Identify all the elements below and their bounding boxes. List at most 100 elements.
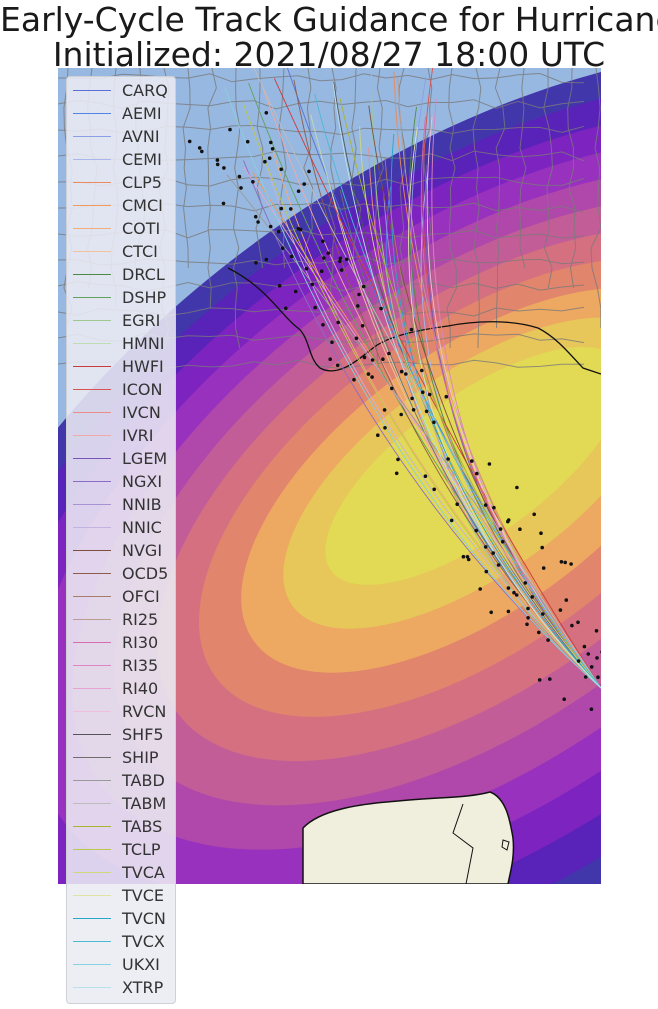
legend-line-swatch (73, 573, 111, 574)
model-track (265, 163, 601, 689)
track-point (569, 562, 573, 566)
track-point (335, 363, 340, 368)
legend-label: NVGI (122, 541, 163, 560)
legend-item: NNIC (67, 516, 175, 539)
county-border-line (207, 68, 217, 309)
track-point (399, 412, 404, 417)
track-point (411, 408, 416, 412)
track-point (197, 146, 202, 150)
model-track (332, 82, 601, 689)
legend-item: IVCN (67, 401, 175, 424)
legend-line-swatch (73, 711, 111, 712)
track-point (446, 457, 450, 461)
model-track (273, 78, 601, 689)
track-point (595, 656, 599, 660)
model-tracks (224, 68, 601, 689)
legend-item: TCLP (67, 838, 175, 861)
legend-label: CTCI (122, 242, 158, 261)
track-point (370, 358, 375, 362)
track-point (465, 555, 470, 559)
legend-line-swatch (73, 274, 111, 275)
track-point (253, 214, 258, 219)
track-point (399, 369, 404, 374)
track-point (237, 174, 242, 179)
legend-item: NVGI (67, 539, 175, 562)
track-point (354, 336, 359, 341)
legend-label: NNIB (122, 495, 162, 514)
track-point (381, 357, 385, 362)
model-track (397, 76, 601, 689)
model-track (371, 68, 601, 689)
county-border-line (543, 68, 554, 289)
yucatan-peninsula (302, 791, 515, 884)
legend-label: HWFI (122, 357, 164, 376)
track-point (215, 162, 220, 167)
county-border-line (58, 72, 585, 84)
track-point (215, 158, 220, 162)
legend-line-swatch (73, 619, 111, 620)
track-point (530, 595, 534, 599)
legend-item: SHIP (67, 746, 175, 769)
legend-line-swatch (73, 320, 111, 321)
legend-line-swatch (73, 412, 111, 413)
track-point (269, 140, 273, 145)
legend-line-swatch (73, 550, 111, 551)
track-point (267, 156, 272, 160)
legend-item: AEMI (67, 102, 175, 125)
county-border-line (182, 68, 191, 269)
track-point (506, 586, 511, 590)
legend-label: RI30 (122, 633, 159, 652)
track-point (523, 581, 528, 585)
legend-line-swatch (73, 596, 111, 597)
legend-item: TVCX (67, 930, 175, 953)
track-point (268, 224, 273, 229)
legend-line-swatch (73, 964, 111, 965)
track-point (540, 545, 544, 550)
legend-label: OCD5 (122, 564, 169, 583)
legend-label: CEMI (122, 150, 162, 169)
legend-line-swatch (73, 343, 111, 344)
track-point (298, 227, 303, 232)
track-point (239, 186, 243, 190)
track-point (221, 201, 226, 206)
legend-item: NGXI (67, 470, 175, 493)
track-point (558, 608, 563, 612)
track-point (302, 182, 306, 186)
track-point (379, 306, 383, 311)
track-point (256, 220, 260, 224)
track-point (410, 396, 414, 401)
legend-line-swatch (73, 458, 111, 459)
track-point (200, 149, 204, 154)
track-point (526, 616, 530, 620)
track-point (576, 620, 580, 625)
legend-line-swatch (73, 987, 111, 988)
legend-line-swatch (73, 435, 111, 436)
legend-item: RI35 (67, 654, 175, 677)
county-border-line (422, 68, 434, 289)
legend-line-swatch (73, 826, 111, 827)
track-point (289, 207, 293, 211)
track-point (228, 127, 232, 132)
track-point (559, 560, 564, 564)
track-point (279, 206, 284, 211)
legend-line-swatch (73, 734, 111, 735)
track-point (570, 623, 574, 628)
track-point (470, 459, 474, 463)
legend-line-swatch (73, 895, 111, 896)
track-point (586, 652, 591, 656)
track-point (330, 340, 334, 345)
legend-line-swatch (73, 90, 111, 91)
legend-line-swatch (73, 205, 111, 206)
model-track (242, 102, 601, 689)
track-point (263, 159, 267, 164)
track-point (264, 257, 269, 262)
legend-label: CMCI (122, 196, 163, 215)
legend-line-swatch (73, 228, 111, 229)
legend-label: RVCN (122, 702, 167, 721)
legend-label: NNIC (122, 518, 162, 537)
county-border-line (350, 68, 362, 269)
track-point (455, 502, 460, 507)
track-point (518, 527, 522, 531)
track-point (352, 377, 356, 382)
legend-item: TVCA (67, 861, 175, 884)
